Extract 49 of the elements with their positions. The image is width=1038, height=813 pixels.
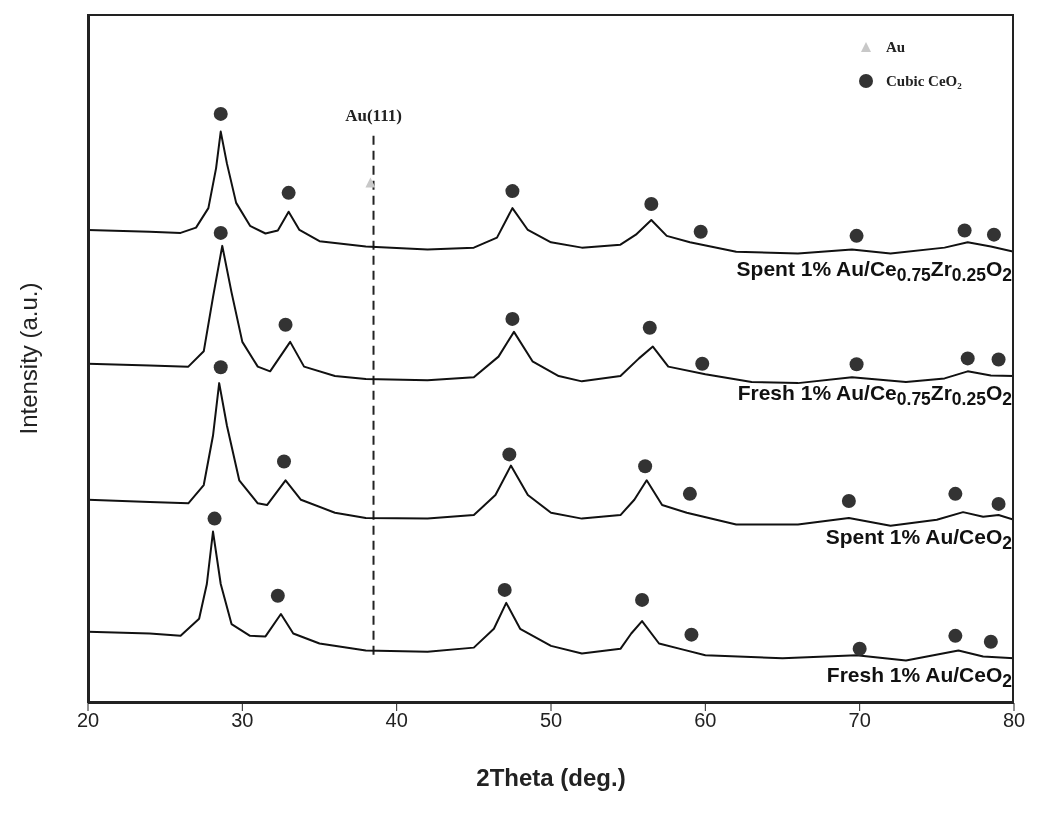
point	[505, 311, 520, 326]
point	[502, 447, 517, 462]
point	[505, 184, 520, 199]
ref-line-label: Au(111)	[345, 106, 402, 126]
point	[991, 496, 1006, 511]
point	[849, 228, 864, 243]
point	[986, 227, 1001, 242]
point	[960, 351, 975, 366]
x-tick-label: 80	[1002, 709, 1026, 732]
point	[852, 641, 867, 656]
series-label: Spent 1% Au/Ce$_{0.75}$Zr$_{0.25}$O$_{2}$	[736, 255, 1012, 287]
point	[635, 592, 650, 607]
y-axis-title: Intensity (a.u.)	[14, 282, 42, 435]
point	[983, 634, 998, 649]
series-label: Fresh 1% Au/CeO$_{2}$	[826, 662, 1012, 694]
point	[642, 320, 657, 335]
point	[948, 628, 963, 643]
point	[270, 588, 285, 603]
point	[948, 486, 963, 501]
point	[682, 486, 697, 501]
point	[644, 197, 659, 212]
series-label: Spent 1% Au/CeO$_{2}$	[825, 523, 1012, 555]
point	[957, 223, 972, 238]
x-tick-label: 70	[848, 709, 871, 732]
point	[497, 582, 512, 597]
point	[991, 352, 1006, 367]
x-tick-label: 30	[231, 709, 254, 732]
x-tick-label: 40	[385, 709, 408, 732]
point	[207, 511, 222, 526]
point	[365, 177, 376, 188]
point	[684, 627, 699, 642]
point	[213, 225, 228, 240]
x-tick-label: 20	[76, 709, 100, 732]
series-label: Fresh 1% Au/Ce$_{0.75}$Zr$_{0.25}$O$_{2}$	[737, 380, 1012, 412]
x-axis-title: 2Theta (deg.)	[476, 764, 626, 791]
point	[281, 185, 296, 200]
point	[841, 493, 856, 508]
legend-label: Cubic CeO₂	[886, 72, 962, 90]
point	[213, 360, 228, 375]
point	[693, 224, 708, 239]
x-tick-label: 50	[539, 709, 563, 732]
point	[277, 454, 291, 469]
point	[849, 357, 864, 372]
point	[638, 459, 653, 474]
point	[278, 317, 293, 332]
point	[695, 356, 710, 371]
x-tick-label: 60	[694, 709, 717, 732]
point	[213, 106, 228, 121]
legend-label: Au	[886, 38, 906, 56]
